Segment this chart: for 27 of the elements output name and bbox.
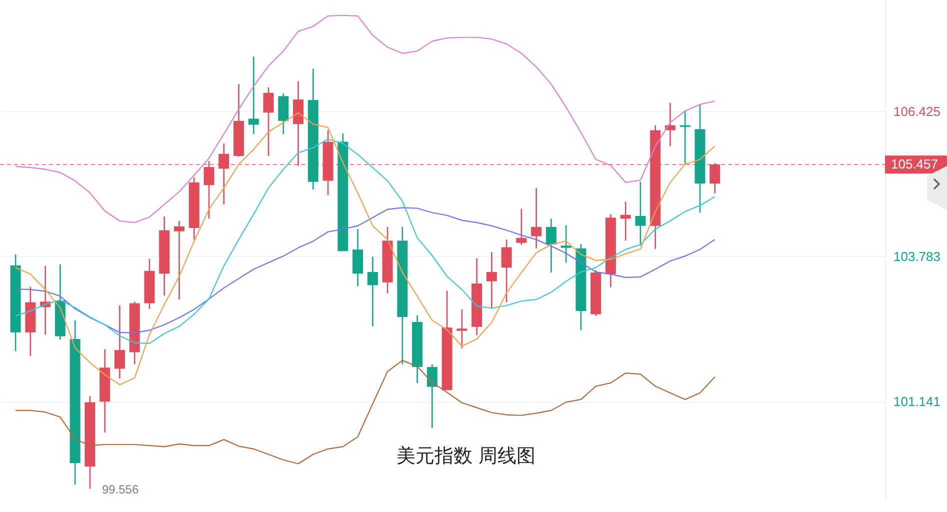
candlestick (174, 220, 184, 300)
y-tick-label: 103.783 (894, 248, 940, 264)
candlestick (248, 56, 259, 135)
candlestick (620, 201, 631, 242)
candlestick (635, 181, 646, 246)
candlestick (516, 208, 527, 246)
line-series (15, 360, 716, 464)
candlestick (456, 308, 468, 349)
candlestick (486, 252, 497, 309)
candlestick (367, 256, 378, 328)
candlestick (114, 304, 125, 380)
candlestick (263, 86, 274, 157)
text: 美元指数 周线图 (396, 445, 536, 467)
y-tick-label: 101.141 (894, 394, 940, 410)
ref-line-label: 105.457 (891, 156, 938, 172)
candlestick (531, 187, 542, 249)
line-series (15, 112, 716, 386)
candlestick (426, 364, 438, 429)
candlestick (546, 218, 556, 274)
candlestick (680, 110, 690, 165)
candlestick (560, 224, 572, 264)
line-series (15, 207, 716, 334)
y-tick-label: 106.425 (894, 104, 940, 119)
line-series (15, 14, 716, 224)
annotation: 99.556 (102, 482, 139, 497)
line-series (15, 138, 716, 344)
candlestick (501, 238, 512, 303)
